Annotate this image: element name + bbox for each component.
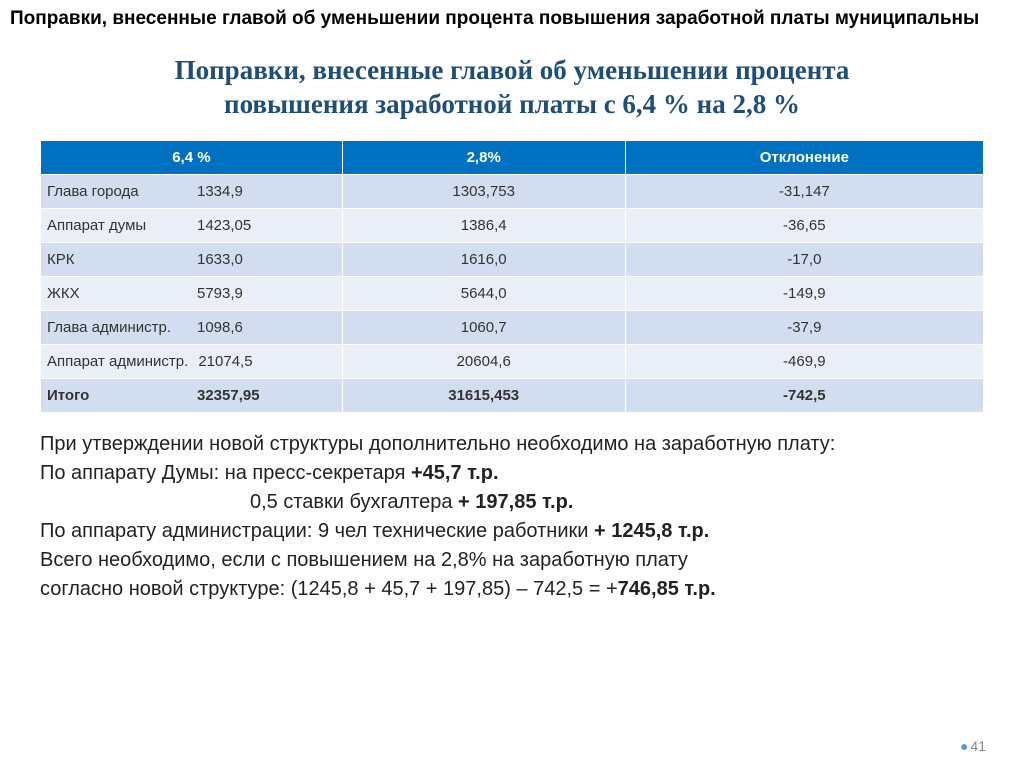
- body-p3-bold: + 197,85 т.р.: [458, 491, 573, 513]
- row-v2: 5644,0: [342, 276, 625, 310]
- body-p3: 0,5 ставки бухгалтера + 197,85 т.р.: [40, 489, 984, 516]
- body-p2-text: По аппарату Думы: на пресс-секретаря: [40, 462, 411, 484]
- row-v1: 1334,9: [187, 183, 243, 200]
- body-p6-text: согласно новой структуре: (1245,8 + 45,7…: [40, 578, 618, 600]
- title-line-1: Поправки, внесенные главой об уменьшении…: [175, 55, 850, 85]
- table-total-row: Итого32357,95 31615,453 -742,5: [41, 378, 984, 412]
- page-number-value: 41: [970, 738, 986, 754]
- slide-title: Поправки, внесенные главой об уменьшении…: [40, 54, 984, 122]
- table-row: Глава города1334,9 1303,753 -31,147: [41, 174, 984, 208]
- row-v2: 1616,0: [342, 242, 625, 276]
- body-p4: По аппарату администрации: 9 чел техниче…: [40, 518, 984, 545]
- total-v2: 31615,453: [342, 378, 625, 412]
- total-v3: -742,5: [625, 378, 983, 412]
- col-header-6-4: 6,4 %: [41, 140, 343, 174]
- row-v1: 21074,5: [188, 353, 252, 370]
- col-header-deviation: Отклонение: [625, 140, 983, 174]
- body-p3-text: 0,5 ставки бухгалтера: [250, 491, 458, 513]
- total-v1: 32357,95: [187, 387, 260, 404]
- body-p6-bold: 746,85 т.р.: [618, 578, 716, 600]
- row-label: КРК: [47, 251, 187, 268]
- row-v1: 1633,0: [187, 251, 243, 268]
- body-p2: По аппарату Думы: на пресс-секретаря +45…: [40, 460, 984, 487]
- table-row: ЖКХ5793,9 5644,0 -149,9: [41, 276, 984, 310]
- row-v2: 1386,4: [342, 208, 625, 242]
- table-row: Аппарат администр.21074,5 20604,6 -469,9: [41, 344, 984, 378]
- row-label: Глава администр.: [47, 319, 187, 336]
- row-v1: 5793,9: [187, 285, 243, 302]
- body-p4-text: По аппарату администрации: 9 чел техниче…: [40, 520, 594, 542]
- row-v2: 20604,6: [342, 344, 625, 378]
- table-row: Глава администр.1098,6 1060,7 -37,9: [41, 310, 984, 344]
- row-label: Аппарат думы: [47, 217, 187, 234]
- body-p4-bold: + 1245,8 т.р.: [594, 520, 709, 542]
- body-p6: согласно новой структуре: (1245,8 + 45,7…: [40, 576, 984, 603]
- row-v3: -149,9: [625, 276, 983, 310]
- salary-table: 6,4 % 2,8% Отклонение Глава города1334,9…: [40, 140, 984, 413]
- slide-body: Поправки, внесенные главой об уменьшении…: [0, 36, 1024, 768]
- table-header-row: 6,4 % 2,8% Отклонение: [41, 140, 984, 174]
- row-v3: -31,147: [625, 174, 983, 208]
- title-line-2: повышения заработной платы с 6,4 % на 2,…: [224, 89, 800, 119]
- row-v2: 1060,7: [342, 310, 625, 344]
- table-row: КРК1633,0 1616,0 -17,0: [41, 242, 984, 276]
- total-label: Итого: [47, 387, 187, 404]
- row-v3: -36,65: [625, 208, 983, 242]
- row-label: Глава города: [47, 183, 187, 200]
- body-text: При утверждении новой структуры дополнит…: [40, 431, 984, 603]
- row-v3: -37,9: [625, 310, 983, 344]
- page-number: ●41: [960, 738, 986, 754]
- row-v1: 1423,05: [187, 217, 251, 234]
- body-p2-bold: +45,7 т.р.: [411, 462, 499, 484]
- bullet-icon: ●: [960, 738, 968, 754]
- row-v1: 1098,6: [187, 319, 243, 336]
- row-v3: -469,9: [625, 344, 983, 378]
- col-header-2-8: 2,8%: [342, 140, 625, 174]
- body-p5: Всего необходимо, если с повышением на 2…: [40, 547, 984, 574]
- table-row: Аппарат думы1423,05 1386,4 -36,65: [41, 208, 984, 242]
- row-label: Аппарат администр.: [47, 353, 188, 370]
- window-caption: Поправки, внесенные главой об уменьшении…: [10, 8, 979, 30]
- body-p1: При утверждении новой структуры дополнит…: [40, 431, 984, 458]
- row-v3: -17,0: [625, 242, 983, 276]
- row-label: ЖКХ: [47, 285, 187, 302]
- row-v2: 1303,753: [342, 174, 625, 208]
